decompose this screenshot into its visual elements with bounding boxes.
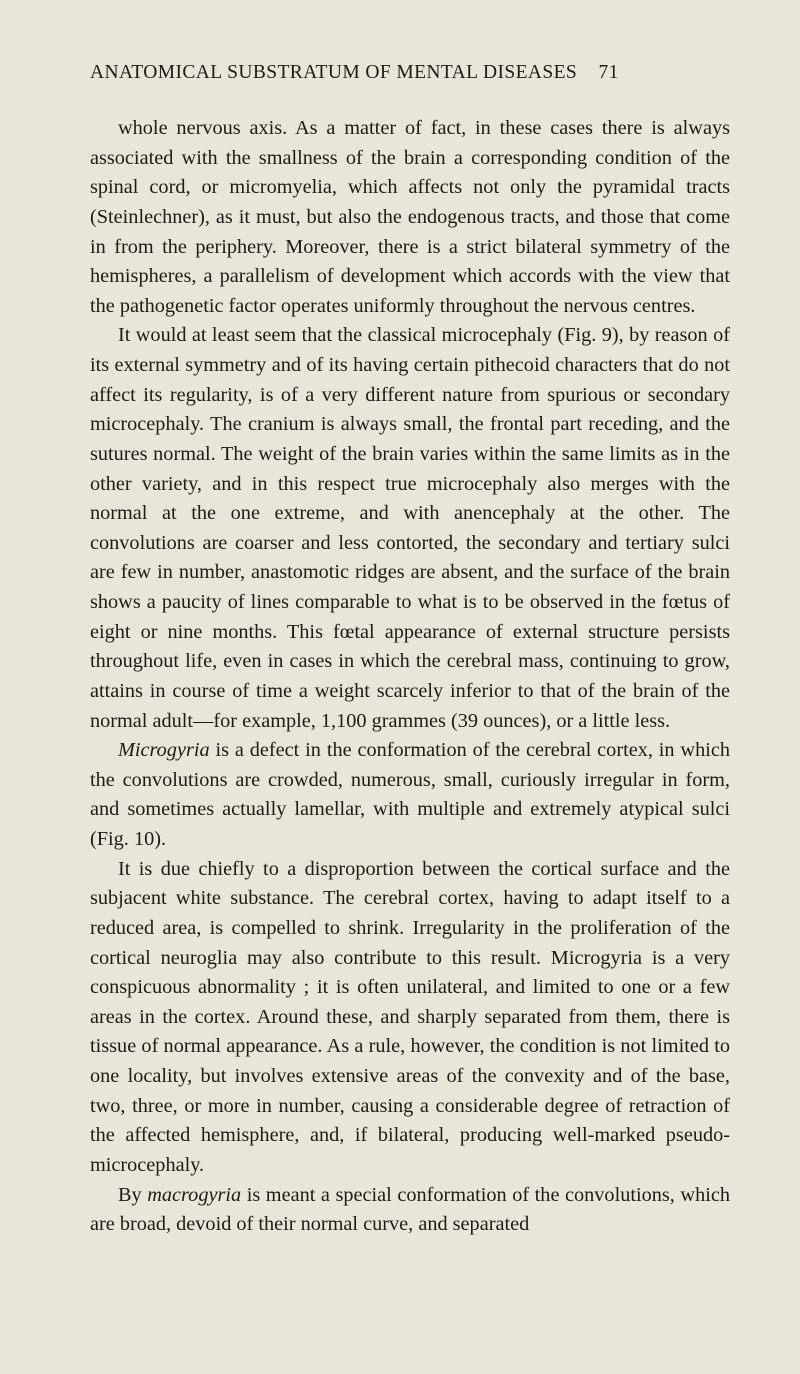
- paragraph-5-lead: By: [118, 1184, 147, 1206]
- term-microgyria: Microgyria: [118, 739, 210, 761]
- paragraph-3: Microgyria is a defect in the conformati…: [90, 736, 730, 855]
- term-macrogyria: macrogyria: [147, 1184, 241, 1206]
- paragraph-4: It is due chiefly to a disproportion bet…: [90, 855, 730, 1181]
- page-number: 71: [598, 62, 618, 83]
- paragraph-2: It would at least seem that the classica…: [90, 321, 730, 736]
- running-header: ANATOMICAL SUBSTRATUM OF MENTAL DISEASES…: [90, 62, 730, 84]
- paragraph-1: whole nervous axis. As a matter of fact,…: [90, 114, 730, 321]
- page: ANATOMICAL SUBSTRATUM OF MENTAL DISEASES…: [0, 0, 800, 1374]
- paragraph-5: By macrogyria is meant a special conform…: [90, 1181, 730, 1240]
- running-title: ANATOMICAL SUBSTRATUM OF MENTAL DISEASES: [90, 62, 577, 83]
- body-text: whole nervous axis. As a matter of fact,…: [90, 114, 730, 1240]
